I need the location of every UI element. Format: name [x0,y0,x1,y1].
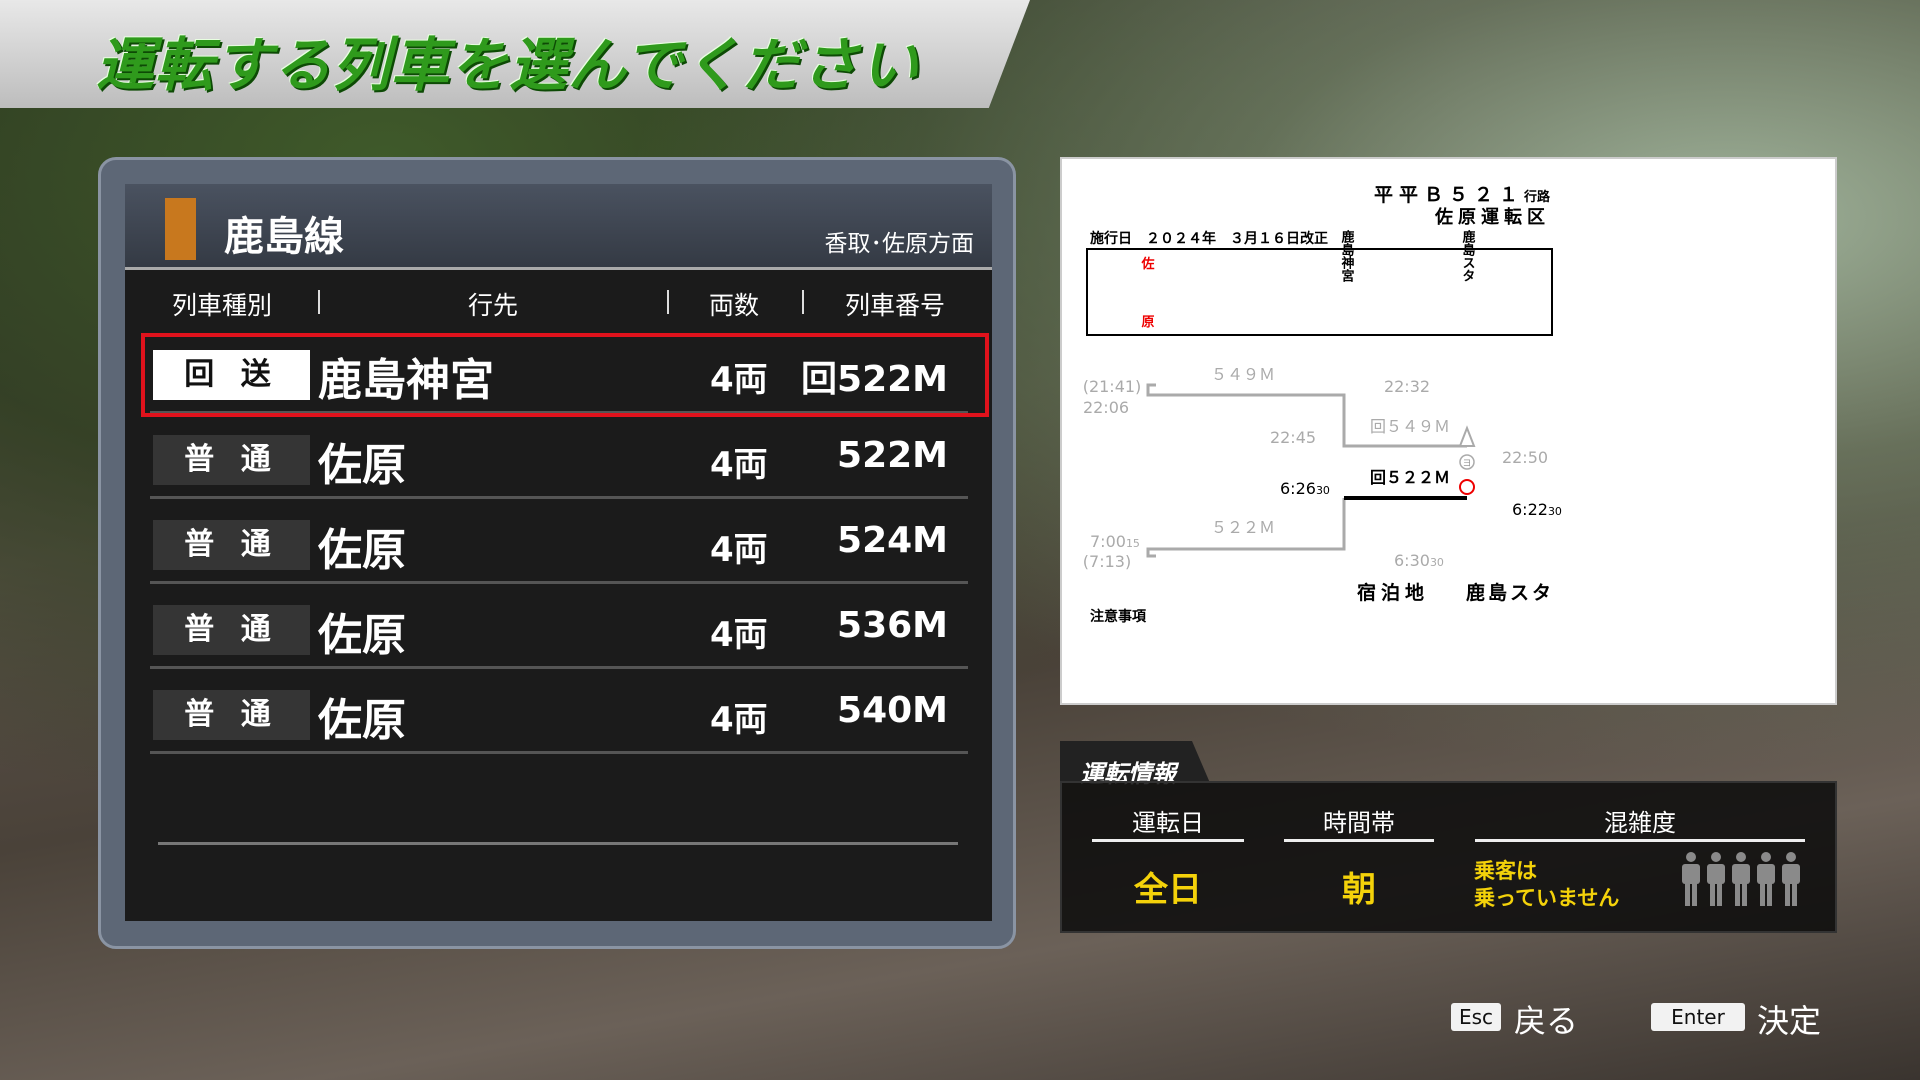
train-row[interactable]: 普 通 佐原 4両 522M [150,421,968,499]
column-divider [318,290,320,314]
svg-text:(7:13): (7:13) [1083,552,1131,571]
car-count: 4両 [710,530,768,570]
person-icon [1732,852,1750,906]
destination: 鹿島神宮 [318,355,494,406]
car-count: 4両 [710,445,768,485]
train-number: 524M [837,520,948,561]
person-icon [1757,852,1775,906]
page-title: 運転する列車を選んでください [96,31,920,99]
destination: 佐原 [318,440,406,491]
train-row[interactable]: 普 通 佐原 4両 524M [150,506,968,584]
train-type-badge: 普 通 [153,520,310,570]
svg-text:22:32: 22:32 [1384,377,1430,396]
info-panel [1060,781,1837,933]
day-label: 運転日 [1132,809,1204,837]
svg-text:6:2630: 6:2630 [1280,479,1330,498]
train-type-badge: 回 送 [153,350,310,400]
destination: 佐原 [318,525,406,576]
person-icon [1782,852,1800,906]
divider [1284,839,1434,842]
svg-text:回５４９Ｍ: 回５４９Ｍ [1370,417,1450,436]
time-label: 時間帯 [1323,809,1395,837]
destination: 佐原 [318,610,406,661]
stay-label: 宿泊地 [1357,581,1429,604]
train-row[interactable]: 回 送 鹿島神宮 4両 回522M [150,336,968,414]
svg-text:５２２Ｍ: ５２２Ｍ [1211,518,1275,537]
svg-text:22:50: 22:50 [1502,448,1548,467]
column-divider [802,290,804,314]
svg-text:6:3030: 6:3030 [1394,551,1444,570]
enter-key-icon[interactable]: Enter [1651,1003,1745,1031]
svg-text:回５２２Ｍ: 回５２２Ｍ [1370,468,1450,487]
depot: 佐原運転区 [1434,206,1550,228]
car-count: 4両 [710,615,768,655]
train-number: 536M [837,605,948,646]
car-count: 4両 [710,700,768,740]
selection-highlight [141,333,989,417]
station-box [1086,248,1553,336]
col-type: 列車種別 [172,291,273,320]
train-row[interactable]: 普 通 佐原 4両 536M [150,591,968,669]
divider [1475,839,1805,842]
label-549m: ５４９Ｍ [1211,365,1275,384]
row-divider [158,842,958,845]
col-destination: 行先 [468,291,519,320]
crowd-label: 混雑度 [1604,809,1676,837]
train-number: 540M [837,690,948,731]
time-value: 朝 [1342,870,1376,910]
station-kashimasta: 鹿島スタ [1460,229,1476,282]
route-id: 平平Ｂ５２１行路 [1374,184,1551,206]
col-cars: 両数 [709,291,760,320]
destination: 佐原 [318,695,406,746]
route-diagram: 平平Ｂ５２１行路 佐原運転区 施行日 ２０２４年 ３月１６日改正 佐 原 鹿島神… [1083,184,1562,625]
station-kashimajingu: 鹿島神宮 [1339,229,1355,282]
direction-label: 香取･佐原方面 [824,231,975,257]
line-name: 鹿島線 [224,214,344,260]
svg-text:(21:41): (21:41) [1083,377,1142,396]
station-sawara-top: 佐 [1140,256,1154,272]
car-count: 4両 [710,360,768,400]
back-button[interactable]: 戻る [1514,1002,1579,1040]
line-color-bar [165,198,196,260]
effective-date: 施行日 ２０２４年 ３月１６日改正 [1090,230,1328,247]
train-number: 回522M [801,359,948,400]
train-522-line [1146,498,1346,558]
station-sawara-bottom: 原 [1141,315,1154,330]
confirm-button[interactable]: 決定 [1757,1002,1822,1040]
svg-text:7:0015: 7:0015 [1090,532,1140,551]
svg-text:22:06: 22:06 [1083,398,1129,417]
divider [1092,839,1244,842]
stay-place: 鹿島スタ [1466,581,1554,604]
svg-text:ヨ: ヨ [1462,459,1471,469]
esc-key-icon[interactable]: Esc [1451,1003,1501,1031]
title-banner [0,0,1030,108]
person-icon [1682,852,1700,906]
col-number: 列車番号 [845,291,946,320]
info-tab [1060,741,1210,783]
column-divider [667,290,669,314]
person-icon [1707,852,1725,906]
train-type-badge: 普 通 [153,690,310,740]
crowd-text-2: 乗っていません [1474,886,1620,910]
crowd-text-1: 乗客は [1474,859,1537,883]
line-header [125,184,992,270]
start-circle-icon [1459,479,1475,495]
train-type-badge: 普 通 [153,605,310,655]
svg-text:22:45: 22:45 [1270,428,1316,447]
train-549-line [1146,383,1467,448]
svg-text:6:2230: 6:2230 [1512,500,1562,519]
day-value: 全日 [1134,870,1202,910]
triangle-mark-icon [1458,425,1476,447]
notes-label: 注意事項 [1090,608,1147,625]
train-type-badge: 普 通 [153,435,310,485]
train-number: 522M [837,435,948,476]
yo-mark-icon [1459,454,1475,470]
train-row[interactable]: 普 通 佐原 4両 540M [150,676,968,754]
